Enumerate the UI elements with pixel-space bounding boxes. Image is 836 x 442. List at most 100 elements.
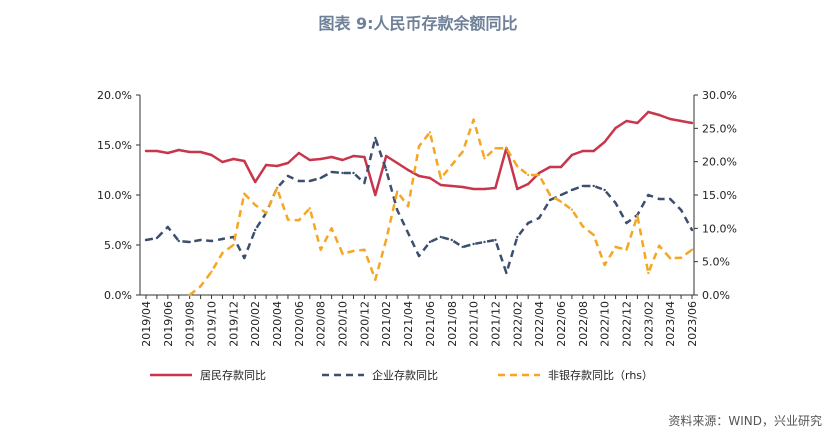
data-point-1: [559, 193, 563, 197]
data-point-2: [188, 293, 191, 297]
data-point-0: [668, 117, 672, 121]
data-point-0: [494, 186, 497, 190]
data-point-1: [603, 188, 606, 192]
data-point-2: [592, 233, 595, 237]
data-point-1: [385, 168, 388, 172]
right-tick-label: 5.0%: [702, 256, 730, 269]
data-point-1: [647, 193, 650, 197]
data-point-1: [297, 179, 301, 183]
series-line-1: [145, 136, 694, 275]
data-point-2: [330, 227, 333, 230]
left-tick-label: 5.0%: [104, 239, 132, 252]
x-tick-label: 2023/04: [664, 301, 677, 347]
x-tick-label: 2023/06: [686, 301, 699, 347]
data-point-0: [581, 149, 584, 153]
data-point-1: [690, 228, 694, 232]
data-point-0: [177, 148, 180, 152]
x-tick-label: 2020/10: [337, 301, 350, 347]
data-point-1: [679, 208, 683, 212]
data-point-0: [385, 154, 388, 158]
x-tick-label: 2020/08: [315, 301, 328, 347]
x-tick-label: 2021/12: [489, 301, 502, 347]
data-point-2: [221, 251, 224, 255]
x-tick-label: 2022/10: [599, 301, 612, 347]
data-point-0: [188, 150, 191, 154]
data-point-0: [210, 153, 213, 157]
data-point-2: [406, 205, 410, 208]
data-point-0: [221, 160, 224, 164]
data-point-2: [625, 248, 628, 251]
x-tick-label: 2021/04: [402, 301, 415, 347]
data-point-2: [647, 271, 650, 275]
data-point-1: [472, 242, 475, 246]
data-point-0: [537, 171, 541, 175]
data-point-1: [581, 184, 584, 188]
data-point-0: [166, 151, 170, 155]
data-point-2: [199, 285, 202, 288]
left-tick-label: 0.0%: [104, 289, 132, 302]
data-point-1: [516, 235, 519, 239]
x-tick-label: 2022/06: [555, 301, 568, 347]
data-point-0: [406, 168, 410, 172]
data-point-1: [199, 238, 202, 242]
x-tick-label: 2021/08: [446, 301, 459, 347]
data-point-2: [658, 244, 661, 247]
data-point-1: [406, 231, 410, 235]
data-point-1: [614, 201, 617, 205]
data-point-2: [581, 225, 584, 228]
data-point-0: [592, 149, 595, 153]
data-point-2: [679, 256, 683, 259]
data-point-2: [374, 278, 377, 281]
data-point-2: [243, 192, 246, 195]
x-tick-label: 2019/06: [162, 301, 175, 347]
data-point-0: [319, 157, 322, 161]
data-point-2: [210, 270, 213, 273]
data-point-2: [385, 238, 388, 241]
data-point-1: [243, 256, 246, 260]
data-point-1: [483, 240, 486, 244]
data-point-1: [592, 184, 595, 188]
data-point-0: [636, 121, 639, 125]
right-tick-label: 0.0%: [702, 289, 730, 302]
data-point-1: [439, 235, 443, 239]
data-point-0: [264, 163, 268, 167]
data-point-1: [188, 240, 191, 244]
data-point-0: [330, 155, 333, 159]
data-point-0: [679, 119, 683, 123]
data-point-0: [374, 193, 377, 197]
data-point-0: [647, 110, 650, 114]
data-point-2: [461, 150, 464, 153]
data-point-0: [483, 187, 486, 191]
x-tick-label: 2020/12: [358, 301, 371, 347]
data-point-2: [494, 147, 497, 150]
data-point-1: [374, 136, 377, 140]
series-line-0: [146, 110, 693, 197]
data-point-0: [155, 149, 159, 153]
data-point-2: [308, 207, 311, 210]
data-point-1: [527, 221, 530, 225]
data-point-0: [352, 154, 355, 158]
data-point-2: [472, 118, 475, 121]
data-point-1: [625, 221, 628, 225]
data-point-0: [516, 187, 519, 191]
data-point-1: [505, 271, 508, 275]
data-point-2: [614, 245, 617, 249]
data-point-0: [548, 165, 552, 169]
data-point-1: [570, 188, 574, 192]
left-tick-label: 10.0%: [97, 189, 132, 202]
x-tick-label: 2022/02: [511, 301, 524, 347]
data-point-0: [308, 158, 311, 162]
data-point-2: [395, 190, 399, 193]
data-point-2: [505, 147, 508, 150]
data-point-0: [417, 174, 421, 178]
x-tick-label: 2022/08: [577, 301, 590, 347]
data-point-1: [177, 239, 180, 243]
data-point-0: [243, 159, 246, 163]
data-point-0: [232, 157, 235, 161]
left-tick-label: 20.0%: [97, 89, 132, 102]
data-point-1: [319, 176, 322, 180]
x-tick-label: 2020/02: [249, 301, 262, 347]
data-point-0: [144, 149, 148, 153]
data-point-0: [439, 183, 443, 187]
